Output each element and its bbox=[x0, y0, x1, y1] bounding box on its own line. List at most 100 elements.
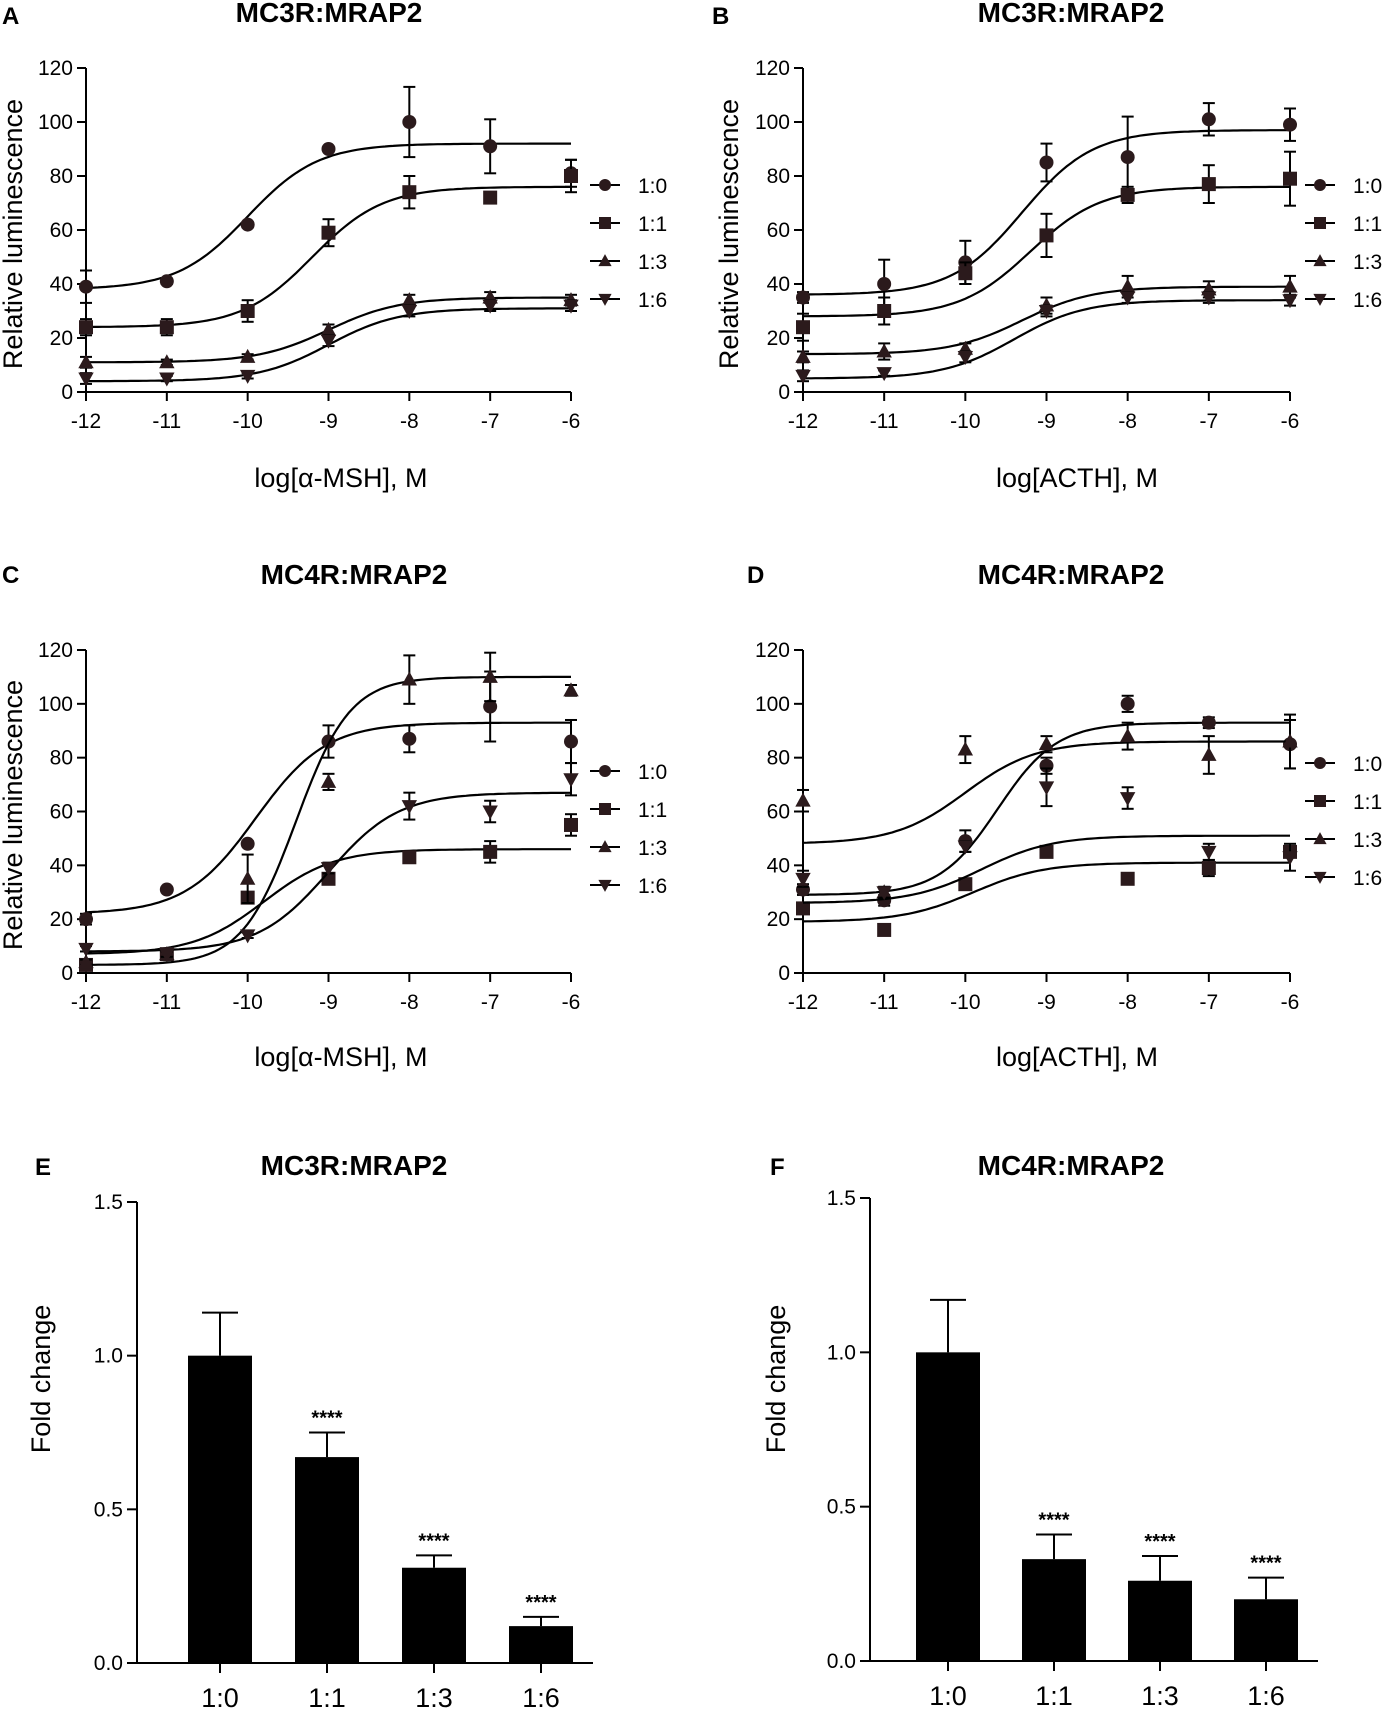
panel-d-data-point bbox=[1120, 871, 1135, 886]
panel-b-legend-item: 1:1 bbox=[1305, 213, 1382, 236]
panel-d-data-point bbox=[1282, 851, 1298, 866]
panel-b-data-point bbox=[1201, 291, 1217, 306]
panel-b-title: MC3R:MRAP2 bbox=[978, 0, 1165, 28]
panel-c-data-point bbox=[402, 731, 417, 746]
panel-b-series-1 bbox=[796, 150, 1297, 342]
panel-b-legend-label: 1:1 bbox=[1353, 213, 1382, 236]
panel-f-y-tick-label: 0.0 bbox=[827, 1650, 856, 1673]
panel-e-bar bbox=[402, 1567, 466, 1663]
panel-b-legend-item: 1:6 bbox=[1305, 289, 1382, 312]
panel-a-plot: 0 20 40 60 80 100 120 -12 -11 -10 -9 -8 -7 -6 1:0 1:1 1:… bbox=[38, 57, 667, 433]
panel-b-data-point bbox=[1283, 117, 1297, 132]
panel-f-x-tick-label: 1:0 bbox=[929, 1681, 967, 1711]
panel-d-x-tick-label: -10 bbox=[950, 991, 980, 1014]
panel-a-data-point bbox=[564, 169, 578, 183]
panel-e-x-tick-label: 1:1 bbox=[308, 1683, 346, 1713]
panel-c-x-tick-label: -12 bbox=[71, 991, 101, 1014]
panel-d-data-point bbox=[1038, 736, 1055, 751]
panel-c-data-point bbox=[563, 773, 579, 788]
panel-c-fit-curve bbox=[86, 675, 571, 966]
panel-c-y-tick-label: 100 bbox=[38, 693, 73, 716]
panel-c-data-point bbox=[159, 948, 175, 963]
panel-c-data-point bbox=[239, 929, 256, 944]
panel-d-x-tick-label: -9 bbox=[1037, 991, 1056, 1014]
panel-c-data-point bbox=[483, 844, 498, 859]
panel-b-legend-marker bbox=[1314, 179, 1326, 191]
panel-b-data-point bbox=[1038, 305, 1055, 320]
panel-e-y-tick-label: 0.0 bbox=[94, 1652, 123, 1675]
panel-b-data-point bbox=[1119, 278, 1136, 293]
panel-b-x-tick-label: -10 bbox=[950, 410, 980, 433]
panel-a-data-point bbox=[159, 372, 175, 387]
panel-a-x-tick-label: -6 bbox=[562, 410, 581, 433]
panel-d-data-point bbox=[1038, 781, 1055, 796]
panel-c-data-point bbox=[78, 954, 94, 969]
panel-f-plot: 0.0 0.5 1.0 1.5 1:0 1:1 **** 1:3 **** 1:6 **** bbox=[827, 1187, 1318, 1711]
panel-f-y-tick-label: 1.5 bbox=[827, 1187, 856, 1210]
panel-d-legend-item: 1:6 bbox=[1305, 867, 1382, 890]
panel-d-data-point bbox=[1201, 845, 1217, 860]
panel-d-data-point bbox=[957, 741, 974, 756]
panel-b-data-point bbox=[795, 348, 811, 363]
panel-c-legend-marker bbox=[599, 765, 611, 777]
panel-d-data-point bbox=[796, 901, 810, 916]
panel-a-series-3 bbox=[78, 299, 579, 387]
panel-c-data-point bbox=[564, 734, 578, 749]
panel-a-series-2 bbox=[78, 289, 579, 369]
panel-b-data-point bbox=[796, 290, 810, 305]
panel-e-title: MC3R:MRAP2 bbox=[261, 1150, 448, 1181]
panel-b-y-tick-label: 60 bbox=[767, 219, 790, 242]
panel-a-x-tick-label: -12 bbox=[71, 410, 101, 433]
panel-b-y-tick-label: 0 bbox=[778, 381, 790, 404]
panel-a-legend-item: 1:6 bbox=[590, 289, 667, 312]
panel-b-legend-label: 1:6 bbox=[1353, 289, 1382, 312]
panel-e-x-tick-label: 1:3 bbox=[415, 1683, 453, 1713]
panel-a-data-point bbox=[240, 304, 255, 318]
panel-c-x-tick-label: -9 bbox=[319, 991, 338, 1014]
panel-b-legend-item: 1:0 bbox=[1305, 175, 1382, 198]
panel-d: D MC4R:MRAP2 0 20 40 60 80 100 120 -12 -11 -10 -9 -… bbox=[747, 559, 1382, 1072]
panel-letter-f: F bbox=[770, 1154, 785, 1181]
panel-d-y-tick-label: 40 bbox=[767, 854, 790, 877]
panel-b-data-point bbox=[1039, 228, 1054, 243]
panel-c-data-point bbox=[320, 773, 337, 788]
panel-c-y-tick-label: 20 bbox=[50, 908, 73, 931]
panel-c-x-axis-label: log[α-MSH], M bbox=[254, 1042, 427, 1072]
panel-a-title: MC3R:MRAP2 bbox=[236, 0, 423, 28]
panel-b-data-point bbox=[1201, 177, 1216, 192]
panel-f-y-tick-label: 1.0 bbox=[827, 1341, 856, 1364]
panel-a-legend-label: 1:3 bbox=[638, 251, 667, 274]
panel-f-significance-label: **** bbox=[1144, 1531, 1175, 1553]
panel-letter-d: D bbox=[747, 562, 764, 589]
panel-b-x-tick-label: -8 bbox=[1118, 410, 1137, 433]
panel-a-data-point bbox=[320, 334, 337, 349]
panel-a-data-point bbox=[401, 292, 418, 307]
panel-f-x-tick-label: 1:1 bbox=[1035, 1681, 1073, 1711]
panel-d-data-point bbox=[1282, 733, 1298, 748]
panel-b-legend-label: 1:0 bbox=[1353, 175, 1382, 198]
panel-b-y-tick-label: 120 bbox=[755, 57, 790, 80]
panel-a: A MC3R:MRAP2 0 20 40 60 80 100 120 -12 -11 -10 -9 -… bbox=[0, 0, 667, 493]
panel-b-data-point bbox=[876, 343, 892, 358]
panel-a-legend-marker bbox=[599, 217, 611, 229]
panel-a-legend-marker bbox=[598, 293, 612, 306]
panel-a-legend-marker bbox=[598, 254, 612, 267]
panel-a-data-point bbox=[159, 354, 175, 369]
panel-c-legend-item: 1:3 bbox=[590, 837, 667, 860]
panel-c-data-point bbox=[401, 671, 418, 686]
panel-d-series-3 bbox=[795, 767, 1298, 904]
panel-b-legend-item: 1:3 bbox=[1305, 251, 1382, 274]
panel-d-data-point bbox=[958, 877, 973, 892]
panel-c-data-point bbox=[564, 817, 578, 832]
panel-a-y-tick-label: 60 bbox=[50, 219, 73, 242]
panel-b-data-point bbox=[1120, 150, 1135, 165]
panel-f-y-axis-label: Fold change bbox=[761, 1305, 791, 1454]
panel-a-legend-label: 1:1 bbox=[638, 213, 667, 236]
panel-c-y-tick-label: 60 bbox=[50, 801, 73, 824]
panel-f-bar bbox=[1234, 1599, 1298, 1661]
panel-f-significance-label: **** bbox=[1038, 1509, 1069, 1531]
panel-a-data-point bbox=[239, 369, 256, 384]
panel-b-data-point bbox=[958, 266, 973, 281]
panel-d-legend-item: 1:1 bbox=[1305, 791, 1382, 814]
